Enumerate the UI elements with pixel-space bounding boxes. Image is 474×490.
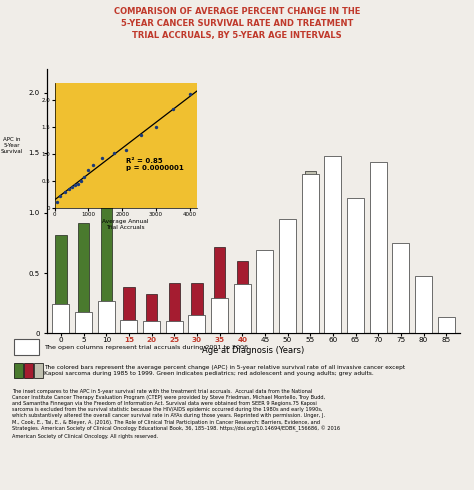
Text: R² = 0.85
p = 0.0000001: R² = 0.85 p = 0.0000001 <box>126 158 183 171</box>
Bar <box>100 207 112 333</box>
Point <box>186 90 194 98</box>
Bar <box>78 222 89 333</box>
Bar <box>259 303 271 333</box>
Bar <box>214 246 225 333</box>
Point <box>71 181 79 189</box>
Bar <box>169 283 180 333</box>
Bar <box>98 301 115 333</box>
X-axis label: Average Annual
Trial Accruals: Average Annual Trial Accruals <box>102 219 149 230</box>
Text: The open columns represent trial accruals during 2001 to 2006: The open columns represent trial accrual… <box>44 345 248 350</box>
Bar <box>279 219 296 333</box>
Bar <box>418 299 429 333</box>
Text: APC in
5-Year
Survival: APC in 5-Year Survival <box>1 138 23 154</box>
Bar <box>166 321 183 333</box>
Bar <box>237 261 248 333</box>
Bar <box>34 363 43 378</box>
Point <box>81 173 88 181</box>
Point <box>84 166 92 174</box>
Bar <box>123 288 135 333</box>
Bar <box>370 162 387 333</box>
Bar <box>143 321 160 333</box>
Bar <box>350 273 361 333</box>
Point <box>110 149 118 157</box>
Point <box>65 185 73 193</box>
Text: The colored bars represent the average percent change (APC) in 5-year relative s: The colored bars represent the average p… <box>44 365 405 376</box>
Bar <box>324 156 341 333</box>
Bar <box>415 276 432 333</box>
Bar <box>211 298 228 333</box>
Point <box>56 193 64 200</box>
Bar <box>75 312 92 333</box>
Point <box>74 180 82 188</box>
Bar <box>234 284 251 333</box>
Bar <box>282 246 293 333</box>
Text: COMPARISON OF AVERAGE PERCENT CHANGE IN THE
5-YEAR CANCER SURVIVAL RATE AND TREA: COMPARISON OF AVERAGE PERCENT CHANGE IN … <box>114 7 360 40</box>
Point <box>122 146 129 154</box>
Bar <box>392 243 410 333</box>
Point <box>152 123 160 131</box>
Bar <box>14 340 39 355</box>
Bar <box>146 294 157 333</box>
Point <box>137 131 145 139</box>
X-axis label: Age at Diagnosis (Years): Age at Diagnosis (Years) <box>202 346 305 355</box>
Point <box>98 154 106 162</box>
Bar <box>373 290 384 333</box>
Bar <box>256 250 273 333</box>
Bar <box>191 283 202 333</box>
Bar <box>120 319 137 333</box>
Bar <box>438 317 455 333</box>
Bar <box>440 319 452 333</box>
Bar <box>53 304 70 333</box>
Text: The inset compares to the APC in 5-year survival rate with the treatment trial a: The inset compares to the APC in 5-year … <box>12 389 340 439</box>
Bar <box>305 171 316 333</box>
Bar <box>55 235 67 333</box>
Point <box>68 183 76 191</box>
Bar <box>24 363 33 378</box>
Bar <box>327 212 338 333</box>
Bar <box>347 198 364 333</box>
Point <box>90 161 97 169</box>
Bar <box>14 363 23 378</box>
Point <box>169 105 177 113</box>
Bar <box>302 174 319 333</box>
Bar <box>395 283 407 333</box>
Point <box>54 198 61 206</box>
Point <box>77 177 85 185</box>
Bar <box>189 315 205 333</box>
Point <box>61 188 68 196</box>
